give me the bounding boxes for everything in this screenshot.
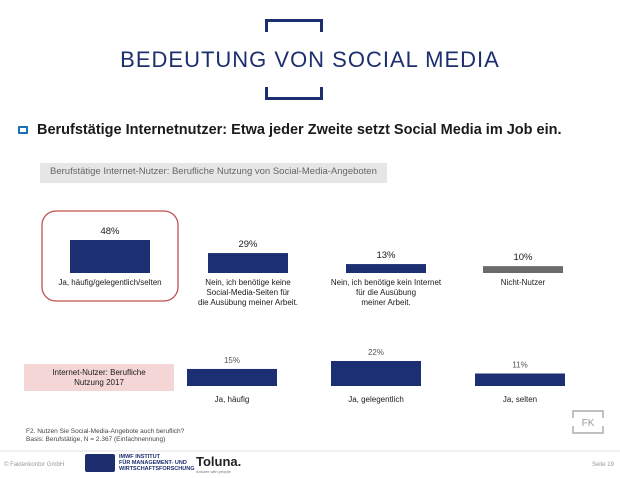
value-label-4: 10% xyxy=(513,252,533,263)
page-number: Seite 19 xyxy=(591,462,614,468)
value-label-2: 29% xyxy=(238,239,258,250)
category-label-2-line-1: Nein, ich benötige keine xyxy=(205,278,291,287)
slide-title: BEDEUTUNG VON SOCIAL MEDIA xyxy=(120,47,500,72)
category-label-3-line-2: für die Ausübung xyxy=(356,288,416,297)
headline-row: Berufstätige Internetnutzer: Etwa jeder … xyxy=(18,122,562,138)
category-label-3-line-1: Nein, ich benötige kein Internet xyxy=(331,278,442,287)
footer-copyright: © Faktenkontor GmbH xyxy=(4,462,65,468)
imwf-logo-icon xyxy=(85,454,115,472)
bar-2 xyxy=(208,253,288,273)
footnote: F2. Nutzen Sie Social-Media-Angebote auc… xyxy=(26,428,184,444)
value-label-3: 13% xyxy=(376,250,396,261)
usage-value-label-3: 11% xyxy=(512,361,527,370)
usage-bar-3 xyxy=(475,373,565,386)
usage-category-label-3: Ja, selten xyxy=(503,395,537,404)
usage-category-label-1: Ja, häufig xyxy=(215,395,250,404)
toluna-name: Toluna. xyxy=(196,454,242,469)
highlight-frame xyxy=(41,210,179,302)
fk-logo-icon: FK xyxy=(572,410,604,434)
usage-bar-2 xyxy=(331,361,421,386)
title-bracket-bottom xyxy=(265,87,323,100)
bar-3 xyxy=(346,264,426,273)
imwf-line3: WIRTSCHAFTSFORSCHUNG xyxy=(119,466,195,472)
usage-value-label-1: 15% xyxy=(224,356,240,365)
headline: Berufstätige Internetnutzer: Etwa jeder … xyxy=(37,122,562,138)
series-label-line-2: Nutzung 2017 xyxy=(74,378,124,387)
imwf-line1: IMWF INSTITUT xyxy=(119,454,160,460)
title-bracket-top xyxy=(265,19,323,32)
imwf-logo: IMWF INSTITUT FÜR MANAGEMENT- UND WIRTSC… xyxy=(85,454,194,472)
toluna-logo: Toluna. Answer with people xyxy=(196,454,241,474)
series-label-box xyxy=(24,364,174,391)
category-label-2-line-3: die Ausübung meiner Arbeit. xyxy=(198,298,298,307)
category-label-4-line-1: Nicht-Nutzer xyxy=(501,278,546,287)
series-label-line-1: Internet-Nutzer: Berufliche xyxy=(52,368,146,377)
bar-4 xyxy=(483,266,563,273)
imwf-line2: FÜR MANAGEMENT- UND xyxy=(119,460,187,466)
bar-1 xyxy=(70,240,150,273)
toluna-tagline: Answer with people xyxy=(196,469,231,474)
category-label-1-line-1: Ja, häufig/gelegentlich/selten xyxy=(58,278,161,287)
footnote-question: F2. Nutzen Sie Social-Media-Angebote auc… xyxy=(26,428,185,435)
fk-logo-text: FK xyxy=(582,418,595,429)
usage-bar-1 xyxy=(187,368,277,386)
footnote-basis: Basis: Berufstätige, N = 2.367 (Einfachn… xyxy=(26,436,166,443)
usage-value-label-2: 22% xyxy=(368,348,384,357)
chart-subtitle: Berufstätige Internet-Nutzer: Berufliche… xyxy=(40,163,387,183)
bullet-icon xyxy=(18,126,28,134)
usage-category-label-2: Ja, gelegentlich xyxy=(348,395,404,404)
category-label-3-line-3: meiner Arbeit. xyxy=(361,298,410,307)
value-label-1: 48% xyxy=(100,226,120,237)
category-label-2-line-2: Social-Media-Seiten für xyxy=(206,288,289,297)
